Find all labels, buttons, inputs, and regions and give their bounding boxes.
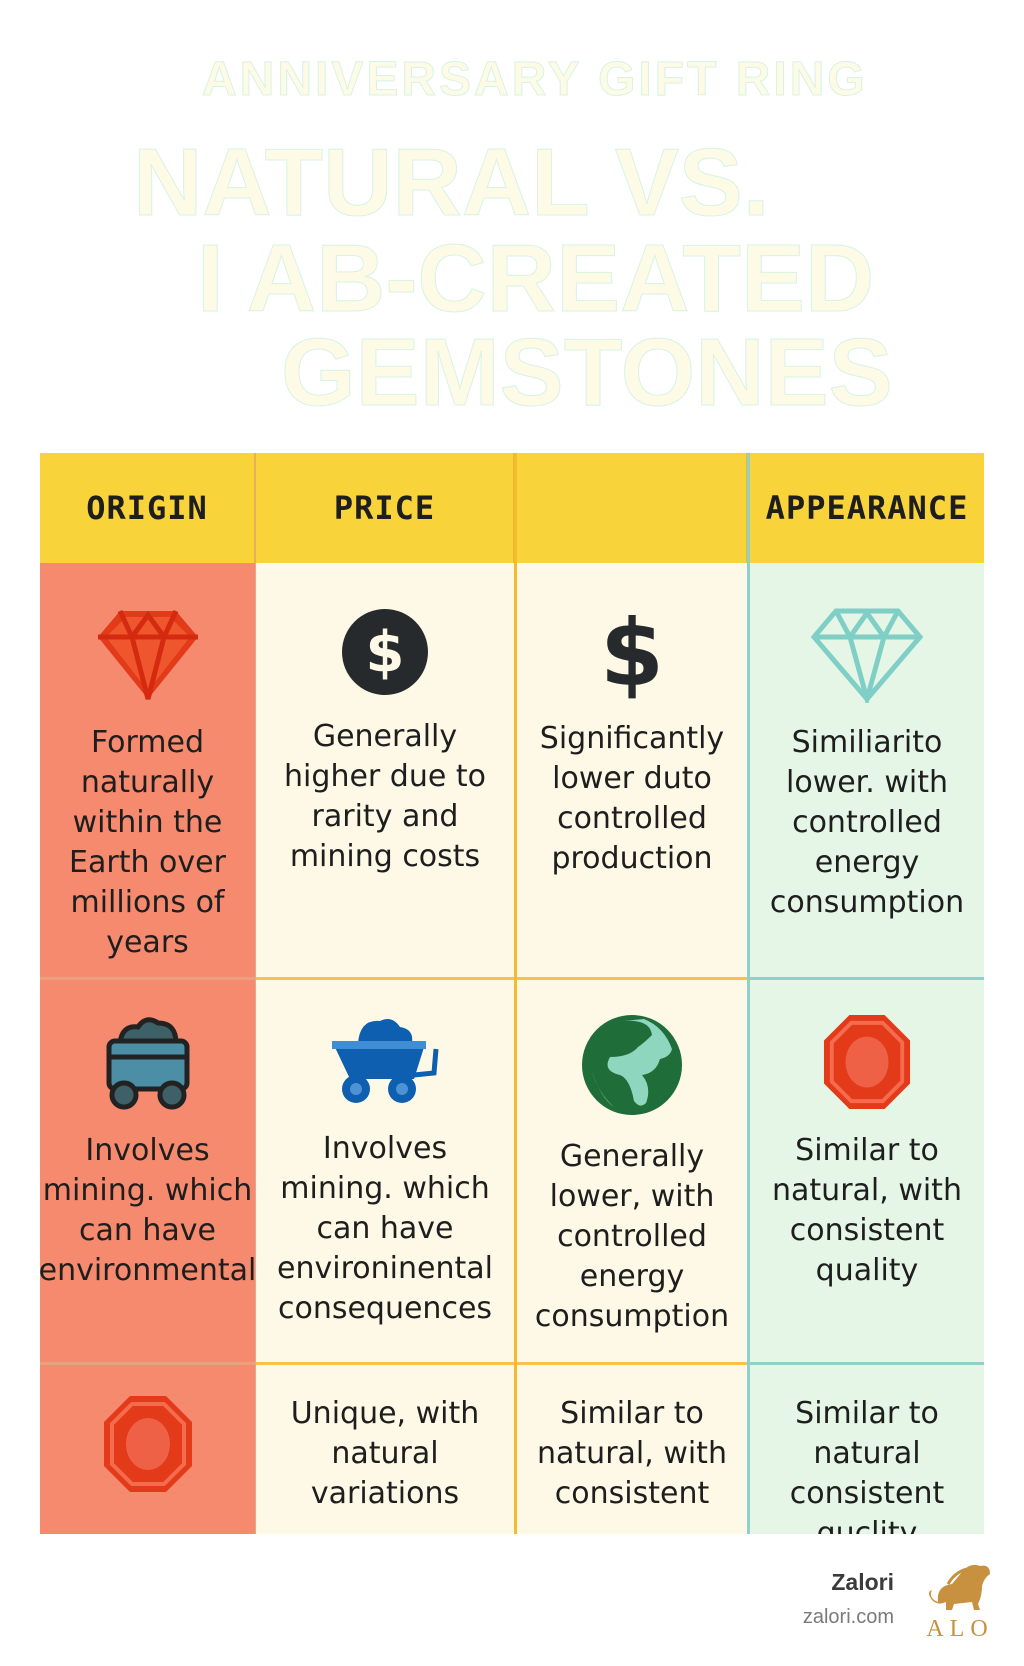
row-divider <box>256 977 514 980</box>
teal-diamond-outline-icon <box>810 608 924 703</box>
table-cell: $ Generally higher due to rarity and min… <box>256 563 514 979</box>
mine-cart-icon <box>106 1017 189 1110</box>
table-cell: $ Significantly lower duto controlled pr… <box>517 563 747 979</box>
row-divider <box>517 1362 747 1365</box>
svg-text:ALO: ALO <box>926 1616 993 1638</box>
lion-logo-icon: ALO <box>926 1564 993 1638</box>
table-cell: Generally lower, with controlled energy … <box>517 979 747 1364</box>
comparison-table: ORIGIN Formed naturally within the Earth… <box>40 453 984 1534</box>
cell-text: Involves mining. which can have environi… <box>277 1131 493 1326</box>
octagon-gem-icon <box>823 1015 911 1109</box>
dollar-coin-icon: $ <box>342 609 428 695</box>
ruby-diamond-icon <box>97 609 198 700</box>
octagon-gem-icon <box>103 1396 192 1492</box>
dollar-sign-icon: $ <box>602 607 662 699</box>
globe-icon <box>582 1015 682 1115</box>
cell-text: Similar to natural consistent quclity <box>789 1396 945 1534</box>
wheelbarrow-icon <box>332 1019 439 1103</box>
column-header: APPEARANCE <box>750 453 984 563</box>
table-cell: Similiarito lower. with controlled energ… <box>750 563 984 979</box>
main-title-line-2: I AB-CREATED <box>197 225 875 333</box>
table-cell: Formed naturally within the Earth over m… <box>40 563 255 979</box>
column-header: ORIGIN <box>40 453 255 563</box>
table-cell <box>40 1364 255 1534</box>
row-divider <box>750 1362 984 1365</box>
table-cell: Involves mining. which can have environi… <box>256 979 514 1364</box>
row-divider <box>517 977 747 980</box>
cell-text: Similar to natural, with consistent <box>537 1396 727 1511</box>
row-divider <box>750 977 984 980</box>
row-divider <box>256 1362 514 1365</box>
row-divider <box>40 1362 255 1365</box>
cell-text: Significantly lower duto controlled prod… <box>539 721 725 876</box>
cell-text: Formed naturally within the Earth over m… <box>69 725 226 960</box>
table-cell: Involves mining. which can have environm… <box>40 979 257 1364</box>
kicker-title: ANNIVERSARY GIFT RING <box>202 53 868 107</box>
column-origin: ORIGIN Formed naturally within the Earth… <box>40 453 256 1534</box>
cell-text: Generally higher due to rarity and minin… <box>284 719 486 874</box>
footer-url[interactable]: zalori.com <box>802 1606 894 1628</box>
cell-text: Similar to natural, with consistent qual… <box>772 1133 962 1288</box>
table-cell: Unique, with natural variations <box>256 1364 514 1534</box>
svg-text:$: $ <box>366 620 405 685</box>
cell-text: Unique, with natural variations <box>290 1396 480 1511</box>
main-title-line-1: NATURAL VS. <box>133 129 770 237</box>
main-title-line-3: GEMSTONES <box>281 319 894 427</box>
row-divider <box>40 977 255 980</box>
cell-text: Similiarito lower. with controlled energ… <box>769 725 965 920</box>
table-cell: Similar to natural, with consistent qual… <box>750 979 984 1364</box>
table-cell: Similar to natural, with consistent <box>517 1364 747 1534</box>
column-unlabeled: $ Significantly lower duto controlled pr… <box>514 453 747 1534</box>
table-cell: Similar to natural consistent quclity <box>750 1364 984 1534</box>
column-appearance: APPEARANCE Similiarito lower. with contr… <box>747 453 984 1534</box>
column-price: PRICE $ Generally higher due to rarity a… <box>256 453 514 1534</box>
column-header: PRICE <box>256 453 514 563</box>
column-header <box>517 453 747 563</box>
cell-text: Involves mining. which can have environm… <box>40 1133 257 1288</box>
footer-brand: Zalori <box>831 1569 894 1595</box>
cell-text: Generally lower, with controlled energy … <box>534 1139 730 1334</box>
svg-text:$: $ <box>602 607 662 699</box>
